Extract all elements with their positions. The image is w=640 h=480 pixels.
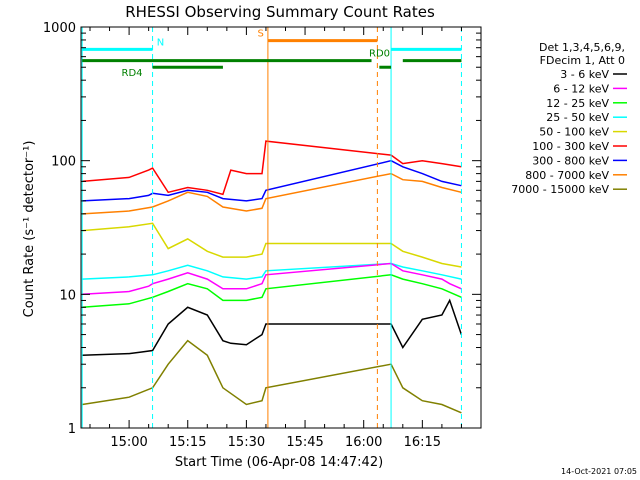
y-tick-label: 10 <box>59 288 76 303</box>
series-line-7000-15000-kev <box>82 339 462 414</box>
legend-label-12-25-kev: 12 - 25 keV <box>546 97 609 110</box>
legend-label-6-12-kev: 6 - 12 keV <box>553 82 609 95</box>
y-axis: 1 10 100 1000 <box>43 21 481 437</box>
legend-label-7000-15000-kev: 7000 - 15000 keV <box>511 183 609 196</box>
footer-date: 14-Oct-2021 07:05 <box>561 467 637 476</box>
series-line-300-800-kev <box>82 159 462 202</box>
x-tick-label: 15:30 <box>228 435 265 450</box>
y-tick-label: 100 <box>51 155 76 170</box>
legend-header-line: FDecim 1, Att 0 <box>540 54 625 67</box>
series-line-25-50-kev <box>82 262 462 280</box>
x-tick-label: 16:00 <box>345 435 382 450</box>
legend-label-100-300-kev: 100 - 300 keV <box>532 140 609 153</box>
legend-header-line: Det 1,3,4,5,6,9, <box>539 41 625 54</box>
y-tick-label: 1000 <box>43 21 76 36</box>
legend-label-3-6-kev: 3 - 6 keV <box>560 68 609 81</box>
x-axis: 15:00 15:15 15:30 15:45 16:00 16:15 <box>89 27 482 450</box>
flag-label-n: N <box>157 37 164 48</box>
series-line-50-100-kev <box>82 222 462 268</box>
series-line-12-25-kev <box>82 274 462 309</box>
flag-label-rd4: RD4 <box>122 68 143 79</box>
legend-label-800-7000-kev: 800 - 7000 keV <box>525 169 609 182</box>
series-line-100-300-kev <box>82 140 462 196</box>
x-tick-label: 15:15 <box>169 435 206 450</box>
legend-label-50-100-kev: 50 - 100 keV <box>539 126 609 139</box>
legend-label-300-800-kev: 300 - 800 keV <box>532 154 609 167</box>
series-line-3-6-kev <box>82 298 463 357</box>
series-line-800-7000-kev <box>82 172 462 215</box>
event-lines <box>81 27 462 428</box>
plot-frame <box>80 26 482 429</box>
x-axis-label: Start Time (06-Apr-08 14:47:42) <box>175 455 383 470</box>
chart-title: RHESSI Observing Summary Count Rates <box>125 3 435 21</box>
flag-label-s: S <box>258 29 264 40</box>
y-axis-label: Count Rate (s⁻¹ detector⁻¹) <box>22 141 37 318</box>
x-tick-label: 16:15 <box>404 435 441 450</box>
flag-bars: N S RD0 RD4 <box>82 29 462 79</box>
legend: Det 1,3,4,5,6,9,FDecim 1, Att 03 - 6 keV… <box>511 41 627 196</box>
flag-label-rd0: RD0 <box>369 49 390 60</box>
legend-label-25-50-kev: 25 - 50 keV <box>546 111 609 124</box>
series-line-6-12-kev <box>82 262 462 296</box>
series-layer <box>82 140 463 414</box>
x-tick-label: 15:00 <box>110 435 147 450</box>
x-tick-label: 15:45 <box>286 435 323 450</box>
y-tick-label: 1 <box>68 422 76 437</box>
